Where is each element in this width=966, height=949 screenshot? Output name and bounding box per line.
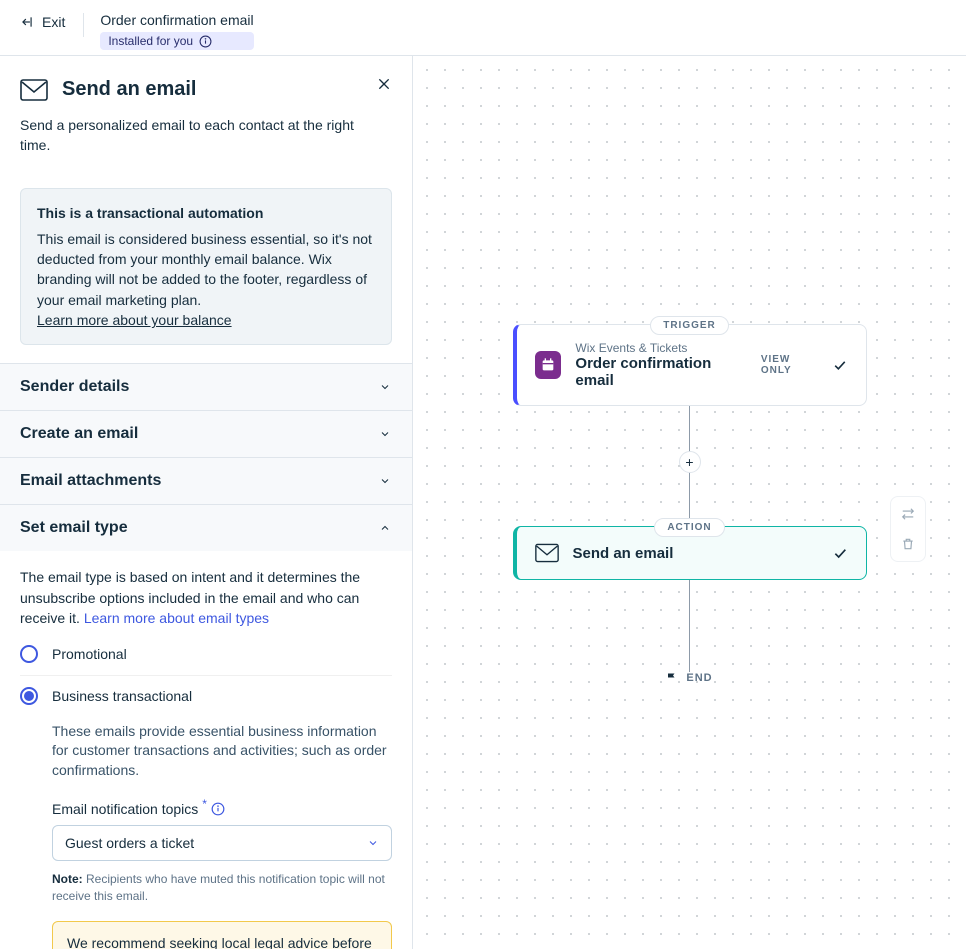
trigger-tag: TRIGGER [650, 316, 729, 335]
chevron-down-icon [378, 427, 392, 441]
info-box-body: This email is considered business essent… [37, 229, 375, 310]
flag-icon [666, 672, 678, 684]
note-label: Note: [52, 872, 83, 886]
swap-action-button[interactable] [895, 501, 921, 527]
transactional-sub-block: These emails provide essential business … [52, 722, 392, 949]
connector [689, 472, 690, 518]
delete-action-button[interactable] [895, 531, 921, 557]
page-title: Order confirmation email [100, 12, 253, 28]
accordion-title-create: Create an email [20, 425, 138, 443]
end-marker: END [666, 672, 712, 684]
mute-note: Note: Recipients who have muted this not… [52, 871, 392, 905]
add-step-button[interactable]: + [679, 451, 701, 473]
end-label: END [686, 672, 712, 684]
accordion-item-create: Create an email [0, 411, 412, 458]
accordion-header-attach[interactable]: Email attachments [0, 458, 412, 504]
email-icon [535, 543, 559, 563]
panel-header: Send an email Send a personalized email … [0, 56, 412, 170]
learn-more-balance-link[interactable]: Learn more about your balance [37, 312, 232, 328]
accordion-title-attach: Email attachments [20, 472, 161, 490]
radio-label-transactional: Business transactional [52, 686, 192, 706]
radio-promotional[interactable] [20, 645, 38, 663]
action-tag: ACTION [654, 518, 724, 537]
action-title: Send an email [573, 545, 674, 562]
accordion: Sender details Create an email Email att… [0, 363, 412, 949]
close-icon [376, 76, 392, 92]
accordion-item-type: Set email type The email type is based o… [0, 505, 412, 949]
transactional-desc: These emails provide essential business … [52, 722, 392, 781]
check-icon [832, 357, 847, 373]
exit-label: Exit [42, 14, 65, 30]
main: Send an email Send a personalized email … [0, 56, 966, 949]
accordion-item-attach: Email attachments [0, 458, 412, 505]
accordion-title-type: Set email type [20, 519, 128, 537]
radio-row-promotional[interactable]: Promotional [20, 634, 392, 675]
transactional-info-box: This is a transactional automation This … [20, 188, 392, 346]
legal-warning: We recommend seeking local legal advice … [52, 921, 392, 949]
trigger-card[interactable]: Wix Events & Tickets Order confirmation … [513, 324, 867, 406]
learn-more-types-link[interactable]: Learn more about email types [84, 610, 269, 626]
close-button[interactable] [376, 76, 392, 92]
accordion-header-sender[interactable]: Sender details [0, 364, 412, 410]
chevron-down-icon [378, 474, 392, 488]
select-value: Guest orders a ticket [65, 833, 194, 853]
node-tools [890, 496, 926, 562]
info-icon[interactable] [199, 35, 212, 48]
panel-title: Send an email [62, 78, 197, 101]
installed-badge: Installed for you [100, 32, 253, 50]
connector [689, 406, 690, 452]
type-description: The email type is based on intent and it… [20, 567, 392, 628]
events-app-icon [535, 351, 562, 379]
radio-row-transactional[interactable]: Business transactional [20, 676, 392, 716]
trigger-title: Order confirmation email [575, 355, 746, 389]
exit-icon [20, 15, 34, 29]
chevron-down-icon [378, 380, 392, 394]
installed-badge-label: Installed for you [108, 34, 193, 48]
chevron-up-icon [378, 521, 392, 535]
chevron-down-icon [367, 837, 379, 849]
side-panel: Send an email Send a personalized email … [0, 56, 413, 949]
info-box-title: This is a transactional automation [37, 203, 375, 223]
email-icon [20, 79, 48, 101]
canvas[interactable]: TRIGGER Wix Events & Tickets Order confi… [413, 56, 966, 949]
top-bar: Exit Order confirmation email Installed … [0, 0, 966, 56]
swap-icon [901, 507, 915, 521]
accordion-title-sender: Sender details [20, 378, 129, 396]
exit-button[interactable]: Exit [20, 14, 65, 30]
title-block: Order confirmation email Installed for y… [100, 12, 253, 50]
notification-topics-label: Email notification topics * [52, 799, 392, 819]
view-only-badge: VIEW ONLY [761, 354, 822, 376]
required-star: * [202, 796, 207, 813]
check-icon [832, 545, 848, 561]
trigger-mini-title: Wix Events & Tickets [575, 341, 746, 355]
notification-topics-label-text: Email notification topics [52, 799, 198, 819]
accordion-header-create[interactable]: Create an email [0, 411, 412, 457]
trash-icon [901, 537, 915, 551]
info-icon[interactable] [211, 802, 225, 816]
accordion-body-type: The email type is based on intent and it… [0, 551, 412, 949]
panel-subtitle: Send a personalized email to each contac… [20, 115, 360, 156]
note-body: Recipients who have muted this notificat… [52, 872, 385, 903]
notification-topics-select[interactable]: Guest orders a ticket [52, 825, 392, 861]
connector [689, 580, 690, 672]
radio-transactional[interactable] [20, 687, 38, 705]
divider [83, 13, 84, 37]
radio-label-promotional: Promotional [52, 644, 127, 664]
accordion-item-sender: Sender details [0, 364, 412, 411]
accordion-header-type[interactable]: Set email type [0, 505, 412, 551]
flow: TRIGGER Wix Events & Tickets Order confi… [510, 316, 870, 684]
